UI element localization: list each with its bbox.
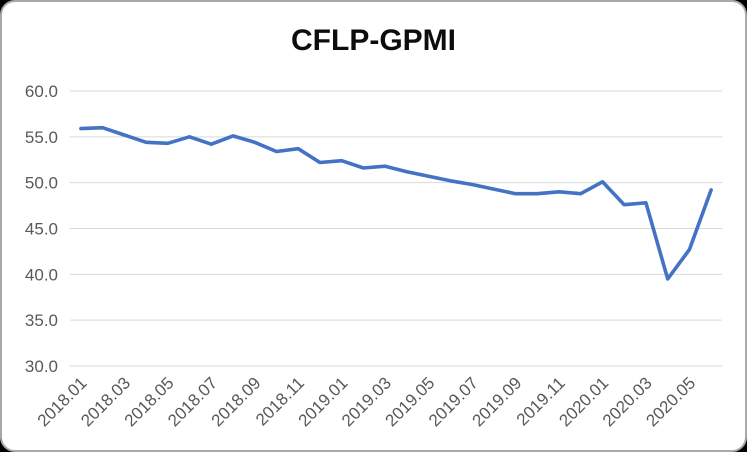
y-axis-tick-label: 45.0 [25,220,58,239]
y-axis-tick-label: 60.0 [25,82,58,101]
y-axis-tick-label: 50.0 [25,174,58,193]
y-axis-tick-label: 55.0 [25,128,58,147]
y-axis-tick-label: 35.0 [25,311,58,330]
pmi-line-series [79,125,713,281]
x-axis-tick-label: 2020.05 [642,373,699,430]
chart-title: CFLP-GPMI [291,24,456,57]
y-axis-tick-label: 40.0 [25,265,58,284]
y-axis-tick-label: 30.0 [25,357,58,376]
